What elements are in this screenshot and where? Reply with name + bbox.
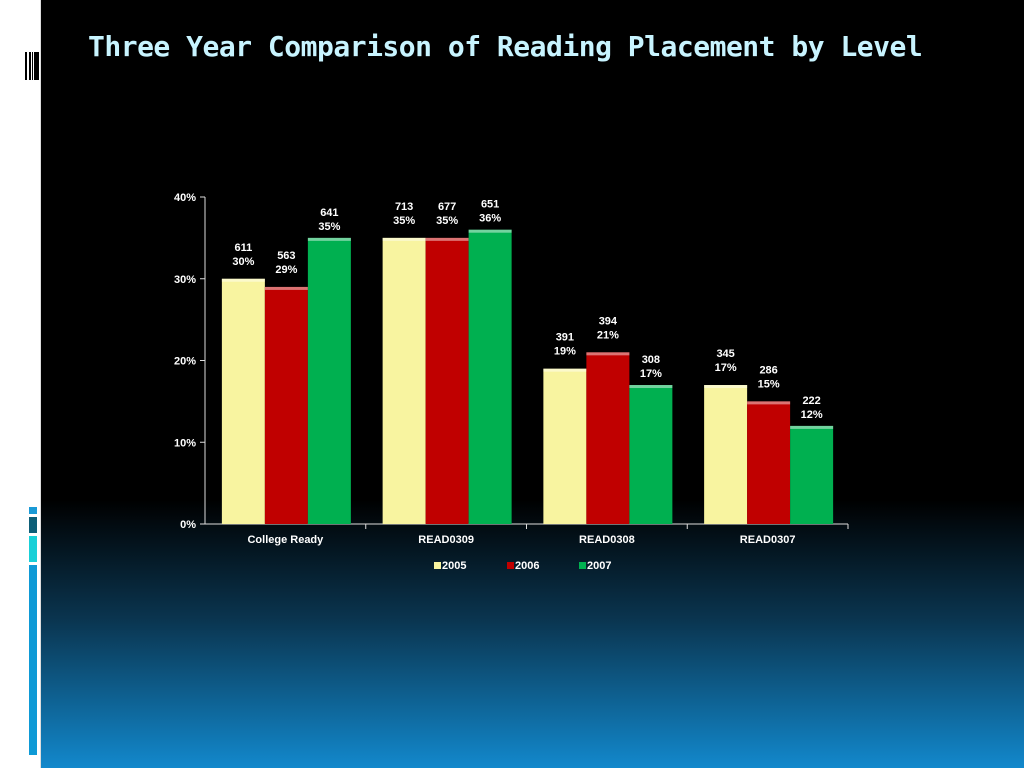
data-label-pct: 15%: [758, 378, 780, 390]
bar-2005-1: [382, 237, 426, 524]
decor-square: [29, 507, 37, 514]
decor-line: [25, 52, 27, 80]
data-label-pct: 12%: [801, 409, 823, 421]
data-label-pct: 19%: [554, 346, 576, 358]
bar-highlight: [586, 352, 630, 356]
bar-2006-1: [425, 237, 469, 524]
y-tick-label: 20%: [174, 356, 196, 368]
legend-label: 2006: [515, 560, 539, 572]
data-label-pct: 30%: [232, 256, 254, 268]
bar-2006-0: [264, 286, 308, 524]
bar-highlight: [264, 286, 308, 290]
bar-highlight: [704, 385, 748, 389]
x-tick-label: READ0309: [418, 534, 474, 546]
x-tick-label: READ0307: [740, 534, 796, 546]
data-label-count: 308: [642, 354, 660, 366]
bar-highlight: [747, 401, 791, 405]
data-label-count: 391: [556, 332, 574, 344]
data-label-pct: 35%: [393, 215, 415, 227]
bar-highlight: [307, 237, 351, 241]
decor-square: [29, 517, 37, 533]
data-label-count: 677: [438, 201, 456, 213]
bar-2005-2: [543, 368, 587, 524]
bar-2006-2: [586, 352, 630, 524]
legend-swatch: [434, 562, 441, 569]
x-tick-label: READ0308: [579, 534, 635, 546]
legend-swatch: [507, 562, 514, 569]
decor-line: [32, 52, 33, 80]
y-tick-label: 0%: [180, 519, 196, 531]
data-label-count: 345: [716, 348, 734, 360]
bar-2007-2: [629, 385, 673, 524]
decor-line: [34, 52, 39, 80]
y-tick-label: 40%: [174, 192, 196, 204]
decor-bar: [29, 565, 37, 755]
bar-highlight: [382, 237, 426, 241]
data-label-count: 713: [395, 201, 413, 213]
data-label-pct: 29%: [275, 264, 297, 276]
data-label-count: 651: [481, 199, 499, 211]
bar-highlight: [543, 368, 587, 372]
legend-label: 2007: [587, 560, 611, 572]
y-tick-label: 10%: [174, 437, 196, 449]
bar-2005-0: [221, 278, 265, 524]
slide-background: [40, 0, 1024, 768]
data-label-count: 394: [599, 315, 618, 327]
data-label-count: 611: [235, 242, 253, 254]
data-label-count: 641: [320, 207, 338, 219]
bar-highlight: [425, 237, 469, 241]
bar-2006-3: [747, 401, 791, 524]
decor-square: [29, 536, 37, 562]
data-label-pct: 36%: [479, 213, 501, 225]
legend-swatch: [579, 562, 586, 569]
slide-title: Three Year Comparison of Reading Placeme…: [88, 30, 923, 63]
data-label-pct: 21%: [597, 329, 619, 341]
data-label-count: 563: [277, 250, 295, 262]
bar-2007-0: [307, 237, 351, 524]
bar-2007-3: [790, 425, 834, 524]
data-label-count: 222: [802, 395, 820, 407]
bar-highlight: [468, 229, 512, 233]
bar-2005-3: [704, 385, 748, 524]
bar-2007-1: [468, 229, 512, 524]
data-label-pct: 35%: [436, 215, 458, 227]
bar-highlight: [221, 278, 265, 282]
x-tick-label: College Ready: [247, 534, 324, 546]
data-label-count: 286: [759, 364, 777, 376]
y-tick-label: 30%: [174, 274, 196, 286]
side-decoration: [0, 0, 41, 768]
data-label-pct: 35%: [318, 221, 340, 233]
bar-highlight: [790, 425, 834, 429]
data-label-pct: 17%: [715, 362, 737, 374]
data-label-pct: 17%: [640, 368, 662, 380]
legend-label: 2005: [442, 560, 466, 572]
decor-line: [29, 52, 31, 80]
bar-highlight: [629, 385, 673, 389]
